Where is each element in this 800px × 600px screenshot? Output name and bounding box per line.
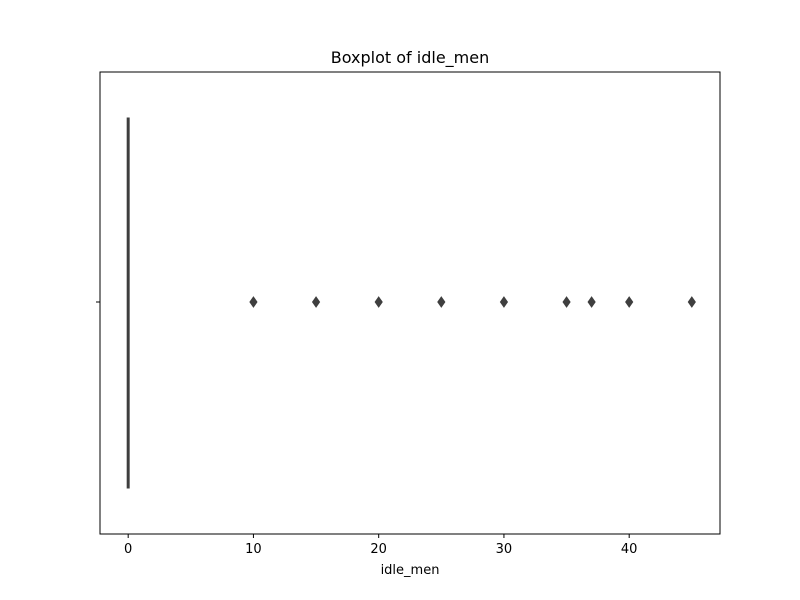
plot-area [99,71,721,535]
outlier-point [625,296,634,308]
x-tick-label: 40 [621,542,638,557]
x-axis-label: idle_men [381,563,440,578]
x-tick-label: 10 [245,542,262,557]
x-tick-label: 0 [124,542,132,557]
chart-title: Boxplot of idle_men [331,48,489,68]
outlier-point [437,296,446,308]
outlier-point [374,296,383,308]
outlier-point [562,296,571,308]
x-tick-label: 20 [370,542,387,557]
x-axis: 0 10 20 30 40 [96,301,638,557]
outlier-point [311,296,321,308]
outlier-point [249,296,258,308]
outlier-point [499,296,509,308]
plot-frame [99,71,721,535]
x-tick-label: 30 [496,542,513,557]
outlier-point [687,296,696,308]
outlier-point [587,296,596,308]
